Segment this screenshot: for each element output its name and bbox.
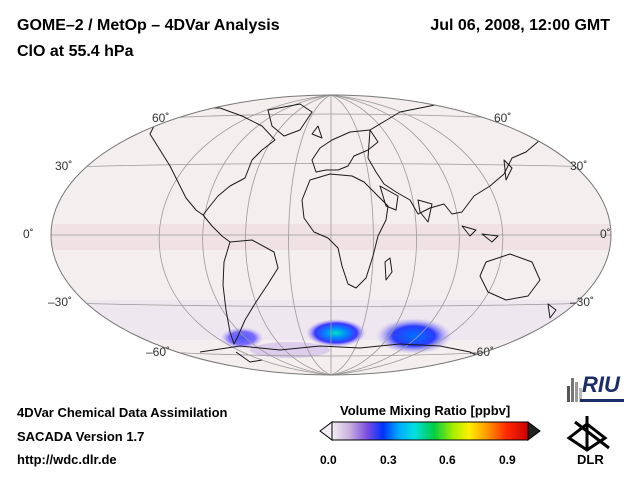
dlr-logo-text: DLR <box>577 452 604 467</box>
equatorial-band <box>51 224 611 250</box>
riu-logo-text: RIU <box>582 372 620 397</box>
map-title: GOME–2 / MetOp – 4DVar Analysis <box>17 17 280 34</box>
colorbar-tick-2: 0.6 <box>439 453 456 467</box>
footer-line-url: http://wdc.dlr.de <box>17 452 117 467</box>
footer-line-version: SACADA Version 1.7 <box>17 429 145 444</box>
riu-logo: RIU <box>566 372 626 406</box>
colorbar-tick-1: 0.3 <box>380 453 397 467</box>
dlr-logo-mark <box>566 416 610 452</box>
riu-logo-mark <box>567 378 582 402</box>
date-time: Jul 06, 2008, 12:00 GMT <box>430 17 610 34</box>
clo-patch-west <box>220 327 264 349</box>
map-subtitle: ClO at 55.4 hPa <box>17 43 134 60</box>
lat-label-eq-left: 0˚ <box>23 227 34 241</box>
colorbar-high-arrow <box>527 421 541 441</box>
colorbar-low-arrow <box>319 421 333 441</box>
lat-label-n30-right: 30˚ <box>570 159 588 173</box>
colorbar-tick-0: 0.0 <box>320 453 337 467</box>
colorbar-tick-3: 0.9 <box>499 453 516 467</box>
clo-patch-center <box>306 319 366 347</box>
lat-label-s30-left: –30˚ <box>48 295 73 309</box>
lat-label-s60-right: –60˚ <box>470 345 495 359</box>
colorbar-ramp <box>331 421 529 441</box>
footer-line-assimilation: 4DVar Chemical Data Assimilation <box>17 405 228 420</box>
lat-label-s60-left: –60˚ <box>146 345 171 359</box>
lat-label-n60-right: 60˚ <box>494 111 512 125</box>
lat-label-eq-right: 0˚ <box>600 227 611 241</box>
colorbar <box>319 421 541 441</box>
lat-label-s30-right: –30˚ <box>570 295 595 309</box>
clo-patch-east <box>376 318 452 354</box>
lat-label-n60-left: 60˚ <box>152 111 170 125</box>
coastlines <box>149 103 557 363</box>
lat-label-n30-left: 30˚ <box>55 159 73 173</box>
globe-outline <box>50 94 612 376</box>
colorbar-title: Volume Mixing Ratio [ppbv] <box>340 403 511 418</box>
